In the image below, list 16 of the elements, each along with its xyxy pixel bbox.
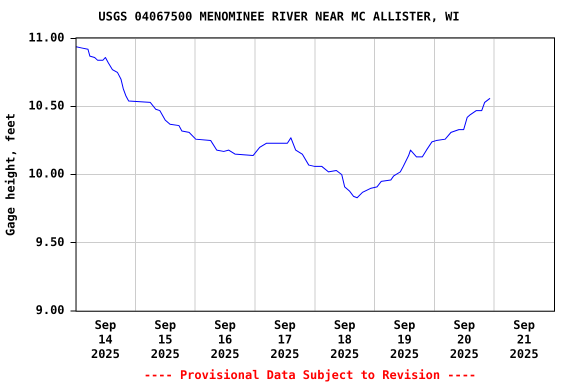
x-tick-label: Sep 21 2025 <box>510 318 539 361</box>
chart-title: USGS 04067500 MENOMINEE RIVER NEAR MC ALLISTER, WI <box>98 9 460 24</box>
y-tick-label: 11.00 <box>28 30 65 45</box>
x-tick-label: Sep 18 2025 <box>330 318 360 361</box>
y-tick-label: 10.50 <box>28 98 65 113</box>
x-tick-label: Sep 19 2025 <box>390 318 419 361</box>
y-tick-label: 10.00 <box>28 166 65 181</box>
x-tick-label: Sep 14 2025 <box>90 318 120 361</box>
x-tick-label: Sep 20 2025 <box>450 318 479 361</box>
x-tick-label: Sep 16 2025 <box>210 318 240 361</box>
y-axis-title: Gage height, feet <box>3 113 18 236</box>
text: ---- Provisional Data Subject to Revision ---- <box>144 368 476 382</box>
y-tick-label: 9.50 <box>36 234 65 249</box>
x-tick-label: Sep 17 2025 <box>270 318 300 361</box>
x-tick-label: Sep 15 2025 <box>150 318 180 361</box>
y-tick-label: 9.00 <box>36 302 65 317</box>
